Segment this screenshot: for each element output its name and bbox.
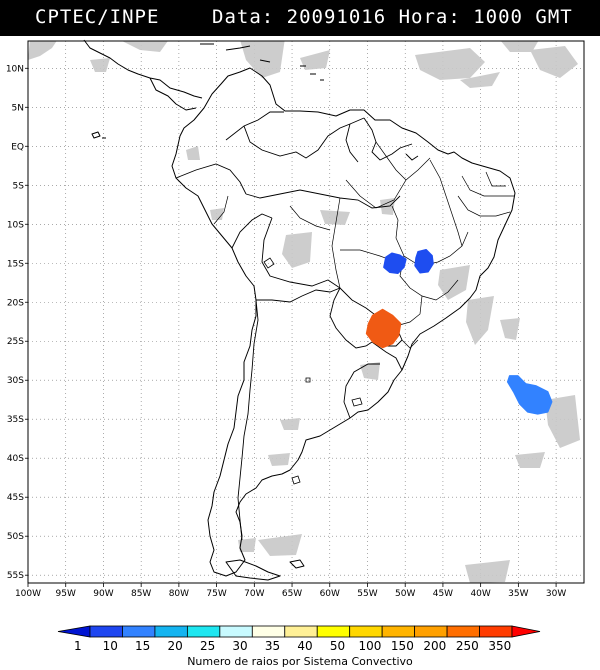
- lat-tick-label: 55S: [7, 571, 24, 581]
- colorbar-label: 250: [456, 639, 479, 653]
- colorbar-segment: [479, 625, 513, 638]
- colorbar-segment: [381, 625, 416, 638]
- lon-tick-label: 50W: [395, 589, 415, 596]
- colorbar-segment: [251, 625, 286, 638]
- lakes: [263, 257, 363, 485]
- lat-tick-label: 5S: [13, 181, 25, 191]
- colorbar-label: 40: [297, 639, 312, 653]
- colorbar-segment: [219, 625, 253, 638]
- colorbar-label: 200: [423, 639, 446, 653]
- lightning-system-paraguay-parana: [365, 308, 402, 349]
- colorbar-low-cap: [57, 625, 91, 638]
- lightning-system-central-brazil-west: [383, 252, 407, 275]
- colorbar-label: 25: [200, 639, 215, 653]
- lon-tick-label: 55W: [357, 589, 377, 596]
- colorbar-segment: [186, 625, 221, 638]
- lat-tick-label: 5N: [12, 103, 24, 113]
- gridlines: [28, 41, 584, 583]
- lon-tick-label: 30W: [546, 589, 566, 596]
- lon-tick-label: 75W: [206, 589, 226, 596]
- tierra-del-fuego: [225, 559, 281, 581]
- lat-tick-label: 10N: [6, 64, 24, 74]
- colorbar-segment: [122, 625, 156, 638]
- colorbar-segment: [89, 625, 123, 638]
- lat-tick-label: 25S: [7, 337, 24, 347]
- central-america: [83, 39, 203, 111]
- colorbar-segment: [316, 625, 351, 638]
- lon-tick-label: 65W: [282, 589, 302, 596]
- falklands: [289, 559, 305, 569]
- header-datetime: Data: 20091016 Hora: 1000 GMT: [212, 6, 573, 28]
- lat-tick-label: 40S: [7, 454, 24, 464]
- galapagos: [91, 131, 106, 139]
- lat-tick-label: 35S: [7, 415, 24, 425]
- lat-tick-label: 45S: [7, 493, 24, 503]
- colorbar-label: 150: [391, 639, 414, 653]
- colorbar-label: 30: [232, 639, 247, 653]
- lat-tick-label: 15S: [7, 259, 24, 269]
- colorbar-label: 35: [265, 639, 280, 653]
- lon-tick-label: 90W: [93, 589, 113, 596]
- lat-tick-label: 20S: [7, 298, 24, 308]
- colorbar-segment: [284, 625, 318, 638]
- axis-labels: 100W 95W 90W 85W 80W 75W 70W 65W 60W 55W 50W 45W 40W…: [6, 64, 567, 596]
- caribbean-islands: [200, 43, 324, 81]
- colorbar-label: 350: [488, 639, 511, 653]
- map-frame: [27, 40, 585, 584]
- colorbar-label: 15: [135, 639, 150, 653]
- colorbar-label: 20: [168, 639, 183, 653]
- lat-tick-label: 50S: [7, 532, 24, 542]
- lat-tick-label: 10S: [7, 220, 24, 230]
- lon-tick-label: 70W: [244, 589, 264, 596]
- map-frame-bg: [28, 41, 584, 583]
- colorbar-label: 1: [74, 639, 82, 653]
- country-borders: [175, 111, 419, 541]
- map-header: CPTEC/INPE Data: 20091016 Hora: 1000 GMT: [0, 0, 600, 36]
- colorbar-title: Numero de raios por Sistema Convectivo: [187, 655, 413, 668]
- lat-tick-label: EQ: [11, 142, 24, 152]
- lon-tick-label: 35W: [508, 589, 528, 596]
- colorbar: 1 10 15 20 25 30 35 40 50 100 150 200 250 350: [57, 625, 541, 653]
- lon-tick-label: 80W: [169, 589, 189, 596]
- lon-tick-label: 60W: [320, 589, 340, 596]
- colorbar-high-cap: [511, 625, 541, 638]
- lon-tick-label: 95W: [56, 589, 76, 596]
- south-america-outline: [171, 67, 516, 577]
- lon-tick-label: 40W: [470, 589, 490, 596]
- coastlines: [83, 39, 516, 581]
- lon-tick-label: 85W: [131, 589, 151, 596]
- colorbar-segment: [446, 625, 480, 638]
- colorbar-label: 50: [330, 639, 345, 653]
- lon-tick-label: 45W: [433, 589, 453, 596]
- lon-tick-label: 100W: [15, 589, 41, 596]
- lightning-system-south-atlantic: [506, 375, 553, 415]
- header-source: CPTEC/INPE: [35, 6, 160, 28]
- colorbar-label: 10: [103, 639, 118, 653]
- colorbar-segment: [349, 625, 383, 638]
- lightning-systems: [365, 248, 553, 415]
- lightning-system-central-brazil-east: [414, 248, 434, 274]
- colorbar-label: 100: [358, 639, 381, 653]
- colorbar-segment: [154, 625, 188, 638]
- colorbar-segment: [414, 625, 448, 638]
- lat-tick-label: 30S: [7, 376, 24, 386]
- lightning-map: 100W 95W 90W 85W 80W 75W 70W 65W 60W 55W 50W 45W 40W…: [6, 39, 585, 596]
- satellite-clouds: [28, 41, 580, 583]
